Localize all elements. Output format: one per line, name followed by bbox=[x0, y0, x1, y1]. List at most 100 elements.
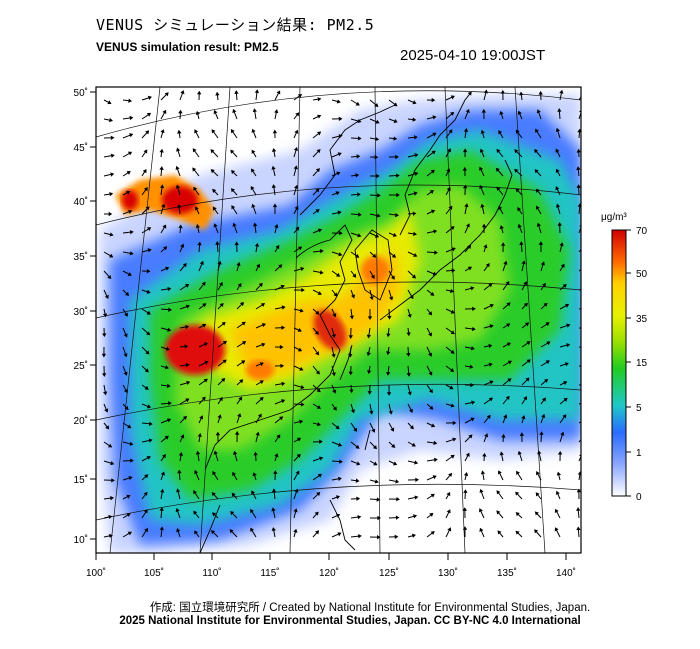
wind-arrowhead bbox=[185, 362, 190, 368]
wind-arrowhead bbox=[586, 383, 588, 386]
wind-arrowhead bbox=[319, 456, 324, 461]
wind-arrowhead bbox=[126, 171, 131, 175]
wind-arrowhead bbox=[432, 132, 437, 137]
wind-arrowhead bbox=[218, 396, 223, 402]
wind-arrowhead bbox=[250, 508, 254, 514]
wind-arrowhead bbox=[517, 223, 522, 228]
wind-arrowhead bbox=[128, 476, 133, 481]
wind-arrowhead bbox=[271, 527, 276, 532]
wind-arrowhead bbox=[540, 261, 545, 266]
wind-arrowhead bbox=[428, 332, 432, 337]
wind-arrowhead bbox=[412, 117, 417, 122]
wind-arrowhead bbox=[560, 431, 565, 436]
wind-arrowhead bbox=[514, 168, 519, 173]
wind-arrowhead bbox=[429, 405, 434, 410]
wind-arrowhead bbox=[316, 131, 322, 136]
wind-arrowhead bbox=[376, 173, 380, 179]
wind-arrowhead bbox=[185, 324, 190, 330]
wind-arrowhead bbox=[586, 327, 588, 330]
wind-arrowhead bbox=[582, 92, 584, 95]
wind-arrowhead bbox=[213, 450, 218, 455]
wind-arrowhead bbox=[462, 184, 468, 189]
wind-arrowhead bbox=[396, 173, 400, 178]
wind-arrowhead bbox=[390, 275, 395, 280]
wind-arrowhead bbox=[175, 165, 180, 170]
wind-arrowhead bbox=[222, 340, 228, 345]
wind-arrowhead bbox=[182, 415, 187, 420]
lat-label: 45˚ bbox=[74, 142, 88, 154]
wind-arrowhead bbox=[176, 147, 181, 152]
credit-english: 2025 National Institute for Environmenta… bbox=[119, 615, 581, 627]
wind-arrowhead bbox=[184, 344, 189, 349]
wind-arrowhead bbox=[560, 263, 565, 268]
wind-arrowhead bbox=[144, 474, 149, 479]
wind-arrowhead bbox=[353, 427, 358, 432]
wind-arrowhead bbox=[297, 328, 302, 332]
wind-arrowhead bbox=[413, 231, 417, 236]
wind-arrowhead bbox=[412, 514, 418, 519]
wind-arrowhead bbox=[517, 207, 522, 212]
wind-arrowhead bbox=[373, 461, 378, 466]
colorbar-tick: 35 bbox=[636, 314, 648, 325]
lat-label: 30˚ bbox=[74, 306, 88, 318]
wind-arrowhead bbox=[357, 233, 362, 238]
wind-arrowhead bbox=[159, 184, 165, 189]
wind-arrowhead bbox=[272, 203, 278, 208]
wind-arrowhead bbox=[449, 385, 454, 390]
wind-arrowhead bbox=[488, 397, 493, 402]
wind-arrowhead bbox=[251, 168, 255, 173]
wind-arrowhead bbox=[192, 167, 197, 172]
wind-arrowhead bbox=[146, 112, 152, 117]
wind-vectors bbox=[101, 89, 588, 540]
wind-arrowhead bbox=[576, 184, 581, 188]
wind-arrowhead bbox=[489, 380, 494, 385]
wind-arrowhead bbox=[110, 460, 115, 466]
wind-arrowhead bbox=[123, 333, 128, 338]
wind-arrowhead bbox=[271, 148, 277, 152]
wind-arrowhead bbox=[448, 205, 453, 210]
wind-arrowhead bbox=[203, 342, 208, 347]
map-frame bbox=[96, 87, 588, 553]
wind-arrowhead bbox=[431, 97, 436, 103]
wind-arrowhead bbox=[274, 453, 279, 458]
wind-arrowhead bbox=[293, 528, 298, 533]
wind-arrowhead bbox=[316, 422, 321, 427]
wind-arrowhead bbox=[234, 241, 239, 246]
wind-arrowhead bbox=[197, 241, 202, 246]
wind-arrowhead bbox=[276, 90, 281, 95]
wind-arrowhead bbox=[506, 302, 511, 307]
wind-arrowhead bbox=[480, 129, 485, 134]
wind-arrowhead bbox=[430, 209, 436, 214]
wind-arrowhead bbox=[273, 470, 278, 474]
wind-arrowhead bbox=[515, 512, 520, 517]
wind-arrowhead bbox=[355, 253, 360, 258]
lat-label: 15˚ bbox=[74, 474, 88, 486]
wind-arrowhead bbox=[488, 283, 493, 288]
wind-arrowhead bbox=[409, 294, 414, 300]
wind-arrowhead bbox=[129, 441, 134, 446]
wind-arrowhead bbox=[128, 209, 133, 214]
lat-label: 25˚ bbox=[74, 360, 88, 372]
wind-arrowhead bbox=[415, 477, 419, 483]
wind-arrowhead bbox=[259, 362, 264, 367]
wind-arrowhead bbox=[230, 149, 235, 154]
wind-arrowhead bbox=[391, 443, 396, 448]
wind-arrowhead bbox=[337, 532, 342, 537]
wind-arrowhead bbox=[450, 288, 455, 294]
wind-arrowhead bbox=[536, 471, 540, 476]
lon-label: 105˚ bbox=[144, 567, 164, 579]
wind-arrowhead bbox=[160, 129, 165, 134]
wind-arrowhead bbox=[374, 154, 379, 160]
lon-label: 110˚ bbox=[202, 567, 221, 579]
wind-arrowhead bbox=[314, 511, 319, 516]
wind-arrowhead bbox=[355, 444, 360, 449]
wind-arrowhead bbox=[219, 302, 224, 308]
wind-arrowhead bbox=[104, 294, 109, 299]
wind-arrowhead bbox=[482, 452, 487, 457]
wind-arrowhead bbox=[355, 478, 360, 483]
wind-arrowhead bbox=[414, 135, 418, 140]
wind-arrowhead bbox=[521, 260, 526, 265]
lat-label: 10˚ bbox=[74, 534, 88, 546]
wind-arrowhead bbox=[211, 492, 216, 497]
